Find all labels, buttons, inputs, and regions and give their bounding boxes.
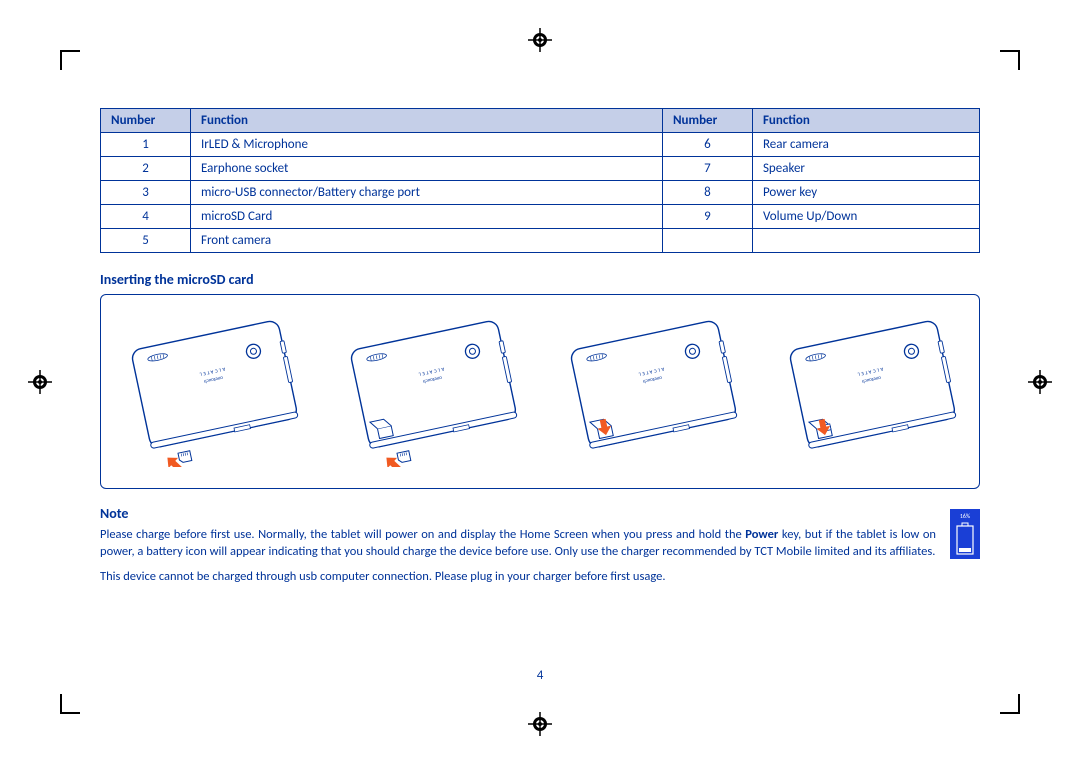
table-row: 4microSD Card9Volume Up/Down <box>101 205 980 229</box>
cell-number: 7 <box>662 157 752 181</box>
note-p1-pre: Please charge before first use. Normally… <box>100 527 745 542</box>
note-p1-bold: Power <box>745 527 778 542</box>
cell-number: 8 <box>662 181 752 205</box>
cell-function: microSD Card <box>191 205 663 229</box>
table-row: 2Earphone socket7Speaker <box>101 157 980 181</box>
registration-mark-icon <box>1028 370 1052 394</box>
cell-function: Rear camera <box>752 133 979 157</box>
battery-icon: 16% <box>950 509 980 559</box>
tablet-diagram-icon: ALCATELonetouch <box>555 317 745 467</box>
cell-number: 2 <box>101 157 191 181</box>
cell-number <box>662 229 752 253</box>
diagram-row: ALCATELonetouchALCATELonetouchALCATELone… <box>100 294 980 489</box>
tablet-diagram-icon: ALCATELonetouch <box>335 317 525 467</box>
col-number-header: Number <box>101 109 191 133</box>
table-row: 3micro-USB connector/Battery charge port… <box>101 181 980 205</box>
diagram-step: ALCATELonetouch <box>760 295 980 488</box>
registration-mark-icon <box>528 28 552 52</box>
cell-function: Power key <box>752 181 979 205</box>
inserting-heading: Inserting the microSD card <box>100 271 980 288</box>
diagram-step: ALCATELonetouch <box>101 295 321 488</box>
cell-function: Speaker <box>752 157 979 181</box>
cell-function: IrLED & Microphone <box>191 133 663 157</box>
diagram-step: ALCATELonetouch <box>540 295 760 488</box>
cell-number: 4 <box>101 205 191 229</box>
cell-function: Front camera <box>191 229 663 253</box>
crop-mark-br <box>1000 694 1020 714</box>
cell-number: 9 <box>662 205 752 229</box>
col-function-header: Function <box>752 109 979 133</box>
registration-mark-icon <box>528 712 552 736</box>
parts-table-body: 1IrLED & Microphone6Rear camera2Earphone… <box>101 133 980 253</box>
note-block: Note Please charge before first use. Nor… <box>100 505 980 586</box>
col-function-header: Function <box>191 109 663 133</box>
table-header-row: Number Function Number Function <box>101 109 980 133</box>
table-row: 5Front camera <box>101 229 980 253</box>
cell-number: 5 <box>101 229 191 253</box>
crop-mark-bl <box>60 694 80 714</box>
cell-number: 1 <box>101 133 191 157</box>
cell-function: Earphone socket <box>191 157 663 181</box>
cell-function: micro-USB connector/Battery charge port <box>191 181 663 205</box>
registration-mark-icon <box>28 370 52 394</box>
cell-number: 6 <box>662 133 752 157</box>
note-paragraph-1: Please charge before first use. Normally… <box>100 527 936 561</box>
note-heading: Note <box>100 505 936 524</box>
note-paragraph-2: This device cannot be charged through us… <box>100 569 936 586</box>
note-text: Note Please charge before first use. Nor… <box>100 505 936 586</box>
tablet-diagram-icon: ALCATELonetouch <box>116 317 306 467</box>
tablet-diagram-icon: ALCATELonetouch <box>774 317 964 467</box>
cell-number: 3 <box>101 181 191 205</box>
crop-mark-tl <box>60 50 80 70</box>
crop-mark-tr <box>1000 50 1020 70</box>
col-number-header: Number <box>662 109 752 133</box>
parts-table: Number Function Number Function 1IrLED &… <box>100 108 980 253</box>
table-row: 1IrLED & Microphone6Rear camera <box>101 133 980 157</box>
diagram-step: ALCATELonetouch <box>321 295 541 488</box>
page-body: Number Function Number Function 1IrLED &… <box>100 108 980 586</box>
cell-function <box>752 229 979 253</box>
page-number: 4 <box>537 668 544 683</box>
cell-function: Volume Up/Down <box>752 205 979 229</box>
